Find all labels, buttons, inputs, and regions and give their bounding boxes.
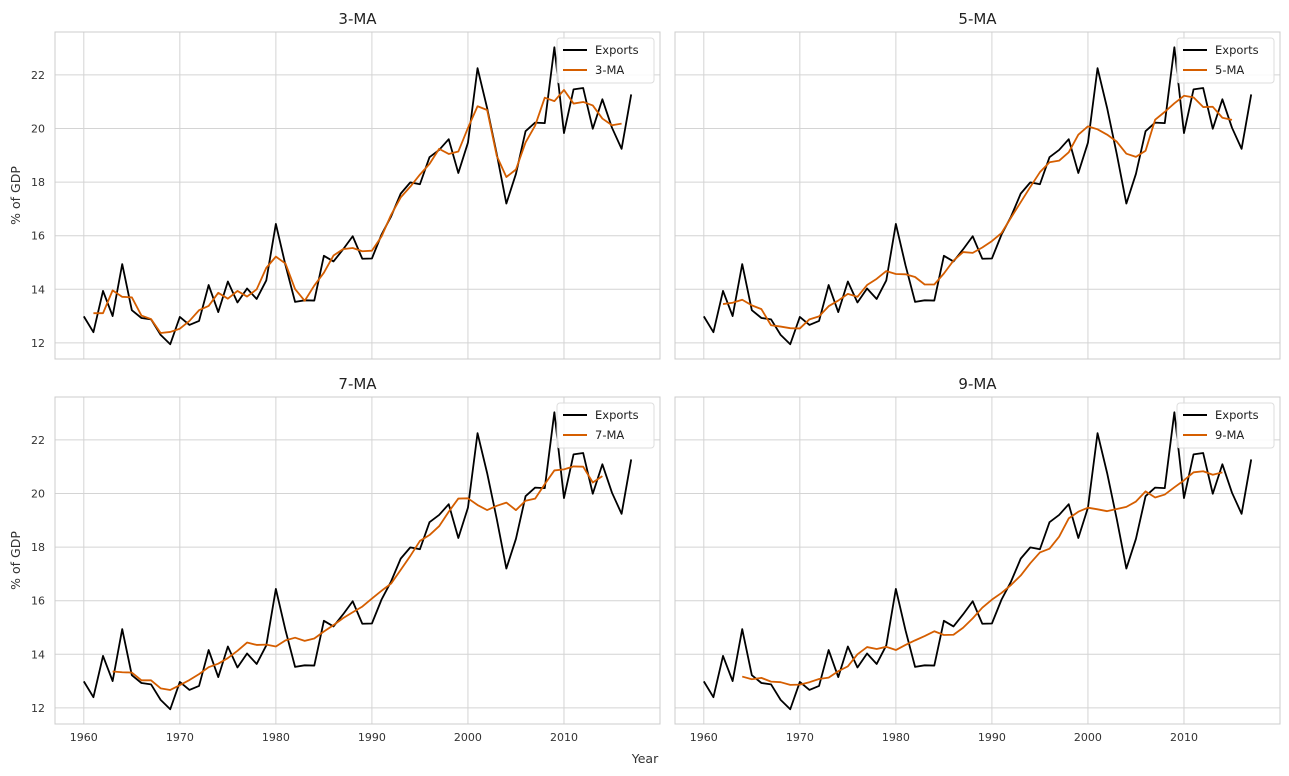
y-tick-label: 20 — [31, 487, 45, 500]
series-line-moving-average — [722, 94, 1233, 330]
y-axis-label: % of GDP — [8, 531, 23, 590]
y-axis-label: % of GDP — [8, 166, 23, 225]
y-tick-label: 18 — [31, 176, 45, 189]
legend-entry: Exports — [595, 408, 639, 422]
x-tick-label: 1980 — [262, 731, 290, 744]
legend-entry: Exports — [1215, 408, 1259, 422]
plot-frame — [674, 396, 1281, 725]
y-tick-label: 12 — [31, 702, 45, 715]
series-line-moving-average — [741, 470, 1223, 686]
y-tick-label: 12 — [31, 337, 45, 350]
x-tick-label: 2010 — [1170, 731, 1198, 744]
series-line-exports — [83, 46, 633, 346]
plot-frame — [674, 31, 1281, 360]
legend: Exports 9-MA — [1176, 402, 1275, 449]
x-tick-label: 1960 — [70, 731, 98, 744]
series-line-moving-average — [112, 465, 603, 691]
chart-panel-3: 7-MA 12 14 16 18 20 22 % of GDP 1960 1970 1980 1990… — [8, 375, 661, 744]
series-line-exports — [703, 411, 1253, 711]
legend-entry: 3-MA — [595, 63, 624, 77]
series-line-moving-average — [93, 89, 622, 334]
x-tick-label: 1970 — [786, 731, 814, 744]
y-tick-label: 22 — [31, 69, 45, 82]
y-tick-label: 14 — [31, 648, 45, 661]
legend: Exports 5-MA — [1176, 37, 1275, 84]
y-tick-label: 16 — [31, 595, 45, 608]
legend: Exports 7-MA — [556, 402, 655, 449]
chart-title: 3-MA — [338, 10, 377, 28]
chart-title: 9-MA — [958, 375, 997, 393]
x-tick-label: 1990 — [978, 731, 1006, 744]
legend-entry: 7-MA — [595, 428, 624, 442]
y-tick-label: 22 — [31, 434, 45, 447]
legend-entry: Exports — [595, 43, 639, 57]
x-tick-label: 1980 — [882, 731, 910, 744]
chart-panel-4: 9-MA 1960 1970 1980 1990 2000 2010 Exports 9-MA — [674, 375, 1281, 744]
y-tick-label: 20 — [31, 122, 45, 135]
x-tick-label: 1990 — [358, 731, 386, 744]
x-tick-label: 1960 — [690, 731, 718, 744]
y-tick-label: 14 — [31, 283, 45, 296]
series-line-exports — [703, 46, 1253, 346]
y-tick-label: 18 — [31, 541, 45, 554]
legend-entry: Exports — [1215, 43, 1259, 57]
chart-title: 5-MA — [958, 10, 997, 28]
figure-xlabel: Year — [631, 751, 659, 766]
legend: Exports 3-MA — [556, 37, 655, 84]
legend-entry: 9-MA — [1215, 428, 1244, 442]
chart-panel-1: 3-MA 12 14 16 18 20 22 % of GDP Exports 3-MA — [8, 10, 661, 360]
plot-frame — [54, 31, 661, 360]
legend-entry: 5-MA — [1215, 63, 1244, 77]
y-tick-label: 16 — [31, 230, 45, 243]
series-line-exports — [83, 411, 633, 711]
chart-title: 7-MA — [338, 375, 377, 393]
x-tick-label: 2000 — [454, 731, 482, 744]
chart-panel-2: 5-MA Exports 5-MA — [674, 10, 1281, 360]
plot-frame — [54, 396, 661, 725]
x-tick-label: 2010 — [550, 731, 578, 744]
x-tick-label: 1970 — [166, 731, 194, 744]
x-tick-label: 2000 — [1074, 731, 1102, 744]
